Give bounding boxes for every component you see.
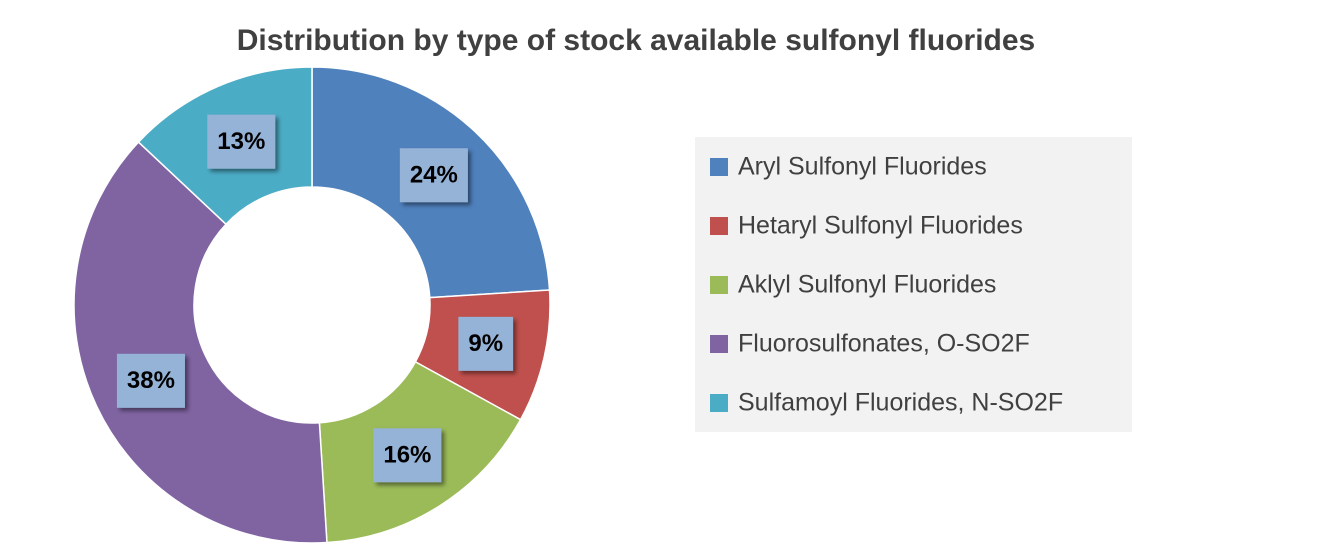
- legend-swatch: [710, 394, 728, 412]
- legend-box: [695, 137, 1132, 432]
- legend-label: Aryl Sulfonyl Fluorides: [738, 153, 987, 181]
- data-label-box: [373, 428, 442, 483]
- legend-swatch: [710, 335, 728, 353]
- legend-label: Fluorosulfonates, O-SO2F: [738, 330, 1030, 358]
- legend-label: Aklyl Sulfonyl Fluorides: [738, 271, 996, 299]
- legend-label: Sulfamoyl Fluorides, N-SO2F: [738, 389, 1063, 417]
- legend-swatch: [710, 276, 728, 294]
- data-label: 13%: [217, 128, 265, 155]
- data-label: 24%: [410, 162, 458, 189]
- legend-swatch: [710, 158, 728, 176]
- data-label: 9%: [468, 330, 503, 357]
- chart-title: Distribution by type of stock available …: [237, 24, 1035, 57]
- data-label-box: [116, 353, 185, 408]
- data-label-box: [399, 148, 468, 203]
- data-label: 38%: [127, 367, 175, 394]
- data-label-box: [207, 114, 276, 169]
- legend-label: Hetaryl Sulfonyl Fluorides: [738, 212, 1023, 240]
- data-label: 16%: [383, 442, 431, 469]
- data-label-box: [458, 316, 514, 371]
- legend-swatch: [710, 217, 728, 235]
- donut-slice: [73, 141, 328, 544]
